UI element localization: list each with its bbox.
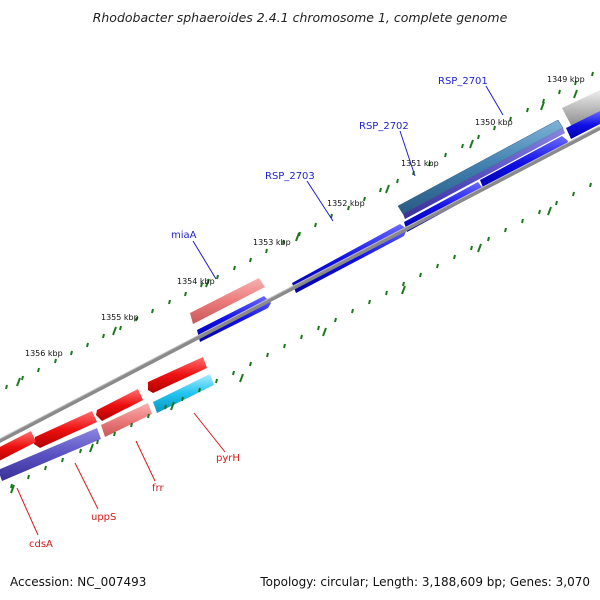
ruler-label-1352: 1352 kbp	[327, 199, 365, 208]
gene-label-rsp-2703: RSP_2703	[265, 171, 315, 182]
gene-frr[interactable]	[96, 389, 143, 421]
gene-pyrh[interactable]	[148, 357, 207, 393]
major-tick-marks	[16, 89, 578, 387]
ruler-label-1354: 1354 kbp	[177, 277, 215, 286]
inner-tick-row	[10, 182, 592, 489]
gene-upps-indigo[interactable]	[0, 428, 101, 481]
gene-cdsa[interactable]	[0, 431, 36, 463]
topology-text: Topology: circular; Length: 3,188,609 bp…	[259, 575, 590, 589]
outer-tick-row	[5, 71, 594, 390]
ruler-label-1353: 1353 kbp	[253, 238, 291, 247]
gene-label-rsp-2702: RSP_2702	[359, 121, 409, 132]
reverse-strand-track	[0, 357, 214, 481]
gene-label-miaa: miaA	[171, 230, 197, 241]
gene-upps[interactable]	[34, 411, 97, 448]
ruler-label-1355: 1355 kbp	[101, 313, 139, 322]
ruler-label-1351: 1351 kbp	[401, 159, 439, 168]
gene-frr-cyan[interactable]	[153, 374, 214, 413]
gene-miaa-pink[interactable]	[190, 278, 265, 324]
gene-label-pyrh: pyrH	[216, 453, 240, 464]
gene-label-cdsa: cdsA	[29, 539, 53, 550]
gene-label-frr: frr	[152, 483, 164, 494]
gene-frr-pink[interactable]	[101, 403, 152, 437]
gene-rsp-2701[interactable]	[566, 111, 600, 139]
ruler-label-1356: 1356 kbp	[25, 349, 63, 358]
gene-label-upps: uppS	[91, 512, 116, 523]
chromosome-backbone	[0, 125, 600, 444]
label-leaders	[16, 85, 504, 536]
accession-text: Accession: NC_007493	[10, 575, 146, 589]
gene-rsp-2702[interactable]	[480, 136, 568, 190]
gene-label-rsp-2701: RSP_2701	[438, 76, 488, 87]
gene-rsp-2702-underlay	[403, 128, 565, 219]
map-title: Rhodobacter sphaeroides 2.4.1 chromosome…	[93, 10, 508, 25]
ruler-label-1350: 1350 kbp	[475, 118, 513, 127]
ruler-label-1349: 1349 kbp	[547, 75, 585, 84]
inner-major-ticks	[10, 206, 552, 494]
